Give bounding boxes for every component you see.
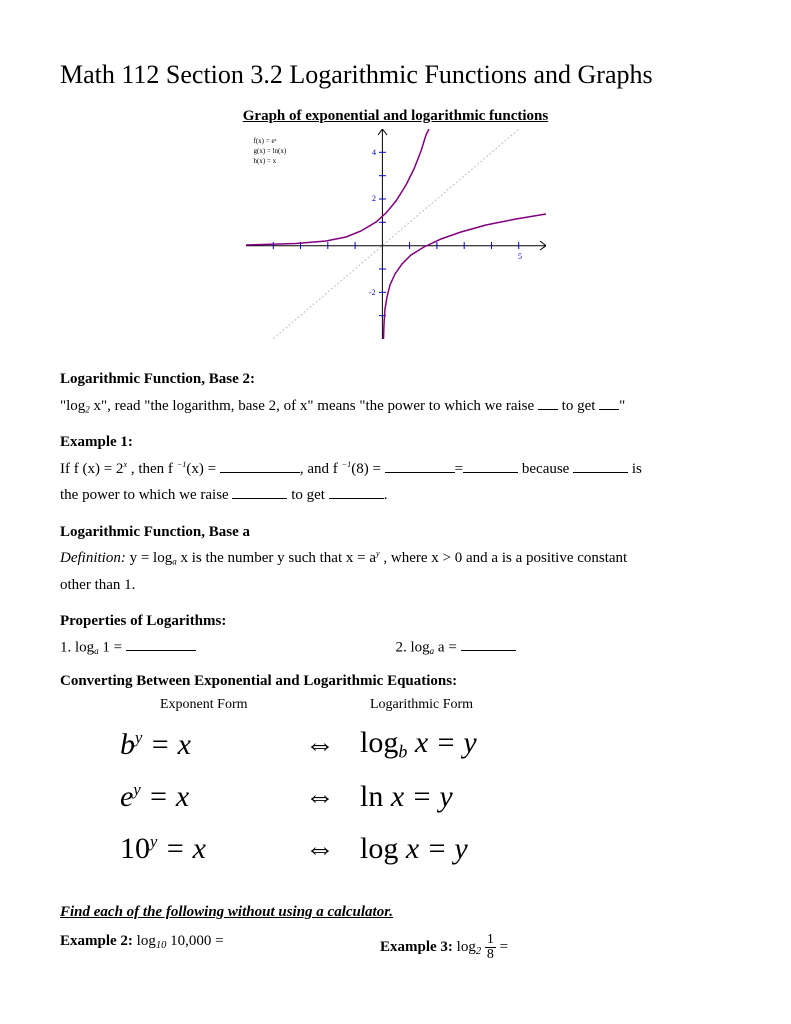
example-3: Example 3: log2 18 = <box>380 933 508 962</box>
example-2: Example 2: log10 10,000 = <box>60 933 380 962</box>
base-a-head: Logarithmic Function, Base a <box>60 521 731 544</box>
find-instruction: Find each of the following without using… <box>60 901 731 924</box>
prop-1: 1. loga 1 = <box>60 637 396 657</box>
examples-row: Example 2: log10 10,000 = Example 3: log… <box>60 933 731 962</box>
svg-text:-2: -2 <box>369 288 376 297</box>
prop-2: 2. loga a = <box>396 637 732 657</box>
props-row: 1. loga 1 = 2. loga a = <box>60 637 731 657</box>
col-logarithmic: Logarithmic Form <box>370 697 473 713</box>
convert-head: Converting Between Exponential and Logar… <box>60 670 731 693</box>
graph-svg: 5 2 4 -2 <box>246 129 546 339</box>
svg-text:4: 4 <box>372 148 376 157</box>
log-base2-text: "log2 x", read "the logarithm, base 2, o… <box>60 395 731 418</box>
example1-line1: If f (x) = 2x , then f −1(x) = , and f −… <box>60 458 731 481</box>
example1-line2: the power to which we raise to get . <box>60 484 731 507</box>
convert-row: ey = x ⇔ ln x = y <box>120 771 731 823</box>
col-exponent: Exponent Form <box>160 697 370 713</box>
base-a-def: Definition: y = loga x is the number y s… <box>60 547 731 570</box>
graph-container: f(x) = eˣ g(x) = ln(x) h(x) = x <box>60 129 731 344</box>
svg-text:5: 5 <box>518 252 522 261</box>
legend-item: h(x) = x <box>254 157 287 167</box>
convert-table: by = x ⇔ logb x = y ey = x ⇔ ln x = y 10… <box>120 719 731 875</box>
convert-row: by = x ⇔ logb x = y <box>120 719 731 771</box>
base-a-def2: other than 1. <box>60 574 731 597</box>
page-title: Math 112 Section 3.2 Logarithmic Functio… <box>60 60 731 90</box>
svg-text:2: 2 <box>372 194 376 203</box>
graph-legend: f(x) = eˣ g(x) = ln(x) h(x) = x <box>254 137 287 166</box>
convert-row: 10y = x ⇔ log x = y <box>120 823 731 875</box>
legend-item: f(x) = eˣ <box>254 137 287 147</box>
graph-title: Graph of exponential and logarithmic fun… <box>60 108 731 125</box>
log-base2-head: Logarithmic Function, Base 2: <box>60 368 731 391</box>
legend-item: g(x) = ln(x) <box>254 147 287 157</box>
example1-head: Example 1: <box>60 431 731 454</box>
props-head: Properties of Logarithms: <box>60 610 731 633</box>
convert-labels: Exponent Form Logarithmic Form <box>160 697 731 713</box>
